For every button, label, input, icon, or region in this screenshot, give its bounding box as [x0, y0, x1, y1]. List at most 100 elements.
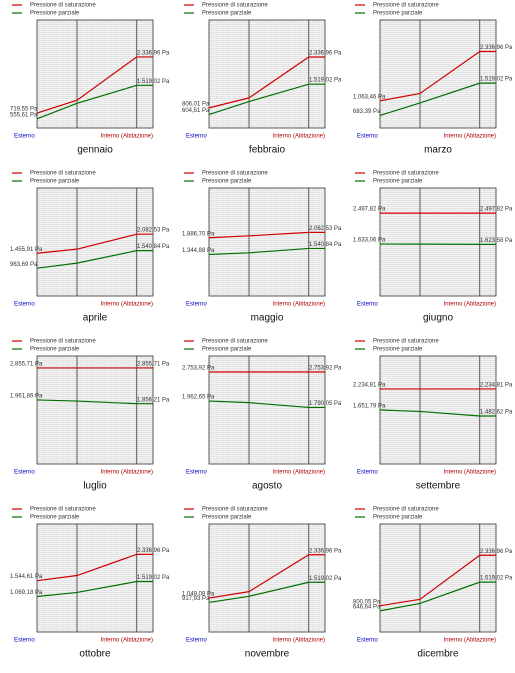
- x-label: Interno (Abitazione): [101, 638, 153, 644]
- value-label: 1.069,18 Pa: [10, 590, 43, 596]
- x-label: Interno (Abitazione): [273, 134, 325, 140]
- chart-panel: Pressione di saturazione 2.855,71 Pa 2.855…: [10, 339, 170, 492]
- plot-area: [379, 523, 497, 633]
- value-label: 1.962,65 Pa: [182, 395, 215, 401]
- value-label: 2.234,81 Pa: [353, 383, 386, 389]
- legend-label: Pressione di saturazione: [202, 3, 268, 9]
- chart-panel: Pressione di saturazione 1.063,46 Pa 2.336…: [353, 3, 513, 156]
- chart-title: febbraio: [249, 145, 286, 156]
- legend-label: Pressione di saturazione: [373, 339, 439, 345]
- value-label: 1.482,62 Pa: [480, 410, 513, 416]
- legend-label: Pressione parziale: [202, 11, 252, 17]
- series-line: [36, 580, 153, 598]
- value-label: 1.519,02 Pa: [137, 575, 170, 581]
- value-label: 2.336,96 Pa: [137, 50, 170, 56]
- plot-area: [379, 355, 497, 465]
- chart-title: maggio: [251, 313, 284, 324]
- value-label: 2.336,96 Pa: [137, 548, 170, 554]
- series-line: [208, 231, 325, 239]
- value-label: 2.497,82 Pa: [480, 207, 513, 213]
- x-label: Esterno: [186, 470, 207, 476]
- chart-title: dicembre: [417, 649, 459, 660]
- value-label: 2.753,92 Pa: [309, 366, 342, 372]
- x-label: Esterno: [186, 638, 207, 644]
- series-line: [36, 250, 153, 269]
- x-label: Interno (Abitazione): [273, 470, 325, 476]
- x-label: Interno (Abitazione): [444, 470, 496, 476]
- plot-area: [379, 19, 497, 129]
- value-label: 1.961,86 Pa: [10, 393, 43, 399]
- x-label: Interno (Abitazione): [444, 638, 496, 644]
- plot-area: [208, 523, 326, 633]
- value-label: 1.063,46 Pa: [353, 94, 386, 100]
- series-line: [379, 82, 496, 117]
- legend-label: Pressione di saturazione: [30, 339, 96, 345]
- series-line: [379, 554, 496, 607]
- series-line: [379, 50, 496, 102]
- chart-title: aprile: [83, 313, 108, 324]
- value-label: 2.336,96 Pa: [309, 548, 342, 554]
- chart-panel: Pressione di saturazione 806,01 Pa 2.336,9…: [182, 3, 342, 156]
- value-label: 1.651,79 Pa: [353, 404, 386, 410]
- series-line: [208, 400, 325, 409]
- x-label: Interno (Abitazione): [101, 470, 153, 476]
- legend-label: Pressione di saturazione: [30, 3, 96, 9]
- x-label: Interno (Abitazione): [273, 638, 325, 644]
- x-label: Esterno: [14, 302, 35, 308]
- x-label: Esterno: [186, 134, 207, 140]
- chart-title: luglio: [83, 481, 107, 492]
- legend-label: Pressione parziale: [30, 179, 80, 185]
- chart-panel: Pressione di saturazione 1.455,91 Pa 2.082…: [10, 171, 170, 324]
- legend-label: Pressione parziale: [373, 347, 423, 353]
- legend-label: Pressione di saturazione: [202, 171, 268, 177]
- chart-title: settembre: [416, 481, 461, 492]
- series-line: [36, 84, 153, 120]
- legend-label: Pressione parziale: [30, 515, 80, 521]
- value-label: 2.234,81 Pa: [480, 383, 513, 389]
- chart-panel: Pressione di saturazione 2.753,92 Pa 2.753…: [182, 339, 342, 492]
- chart-title: agosto: [252, 481, 282, 492]
- legend-label: Pressione parziale: [30, 11, 80, 17]
- plot-area: [379, 187, 497, 297]
- value-label: 2.855,71 Pa: [10, 362, 43, 368]
- value-label: 2.336,96 Pa: [480, 45, 513, 51]
- legend-label: Pressione parziale: [202, 515, 252, 521]
- plot-area: [208, 355, 326, 465]
- value-label: 1.344,88 Pa: [182, 248, 215, 254]
- legend-label: Pressione parziale: [30, 347, 80, 353]
- value-label: 1.540,84 Pa: [309, 242, 342, 248]
- value-label: 1.633,06 Pa: [353, 238, 386, 244]
- series-line: [379, 409, 496, 417]
- chart-title: marzo: [424, 145, 452, 156]
- x-label: Interno (Abitazione): [273, 302, 325, 308]
- value-label: 2.336,96 Pa: [309, 51, 342, 57]
- legend-label: Pressione di saturazione: [202, 339, 268, 345]
- legend-label: Pressione di saturazione: [373, 507, 439, 513]
- series-line: [208, 581, 325, 604]
- chart-panel: Pressione di saturazione 800,05 Pa 2.336,9…: [353, 507, 513, 660]
- legend-label: Pressione di saturazione: [30, 507, 96, 513]
- value-label: 1.455,91 Pa: [10, 247, 43, 253]
- value-label: 917,93 Pa: [182, 596, 210, 602]
- value-label: 646,64 Pa: [353, 604, 381, 610]
- chart-title: giugno: [423, 313, 453, 324]
- value-label: 1.519,02 Pa: [480, 77, 513, 83]
- legend-label: Pressione parziale: [373, 179, 423, 185]
- series-line: [36, 399, 153, 405]
- value-label: 555,61 Pa: [10, 112, 38, 118]
- legend-label: Pressione di saturazione: [30, 171, 96, 177]
- value-label: 800,05 Pa: [353, 599, 381, 605]
- series-line: [36, 233, 153, 254]
- x-label: Interno (Abitazione): [101, 134, 153, 140]
- value-label: 604,51 Pa: [182, 108, 210, 114]
- value-label: 719,55 Pa: [10, 107, 38, 113]
- series-line: [36, 56, 153, 114]
- value-label: 683,39 Pa: [353, 109, 381, 115]
- legend-label: Pressione di saturazione: [202, 507, 268, 513]
- x-label: Esterno: [186, 302, 207, 308]
- value-label: 1.519,02 Pa: [480, 576, 513, 582]
- chart-panel: Pressione di saturazione 719,55 Pa 2.336,9…: [10, 3, 170, 156]
- value-label: 1.886,70 Pa: [182, 231, 215, 237]
- x-label: Interno (Abitazione): [101, 302, 153, 308]
